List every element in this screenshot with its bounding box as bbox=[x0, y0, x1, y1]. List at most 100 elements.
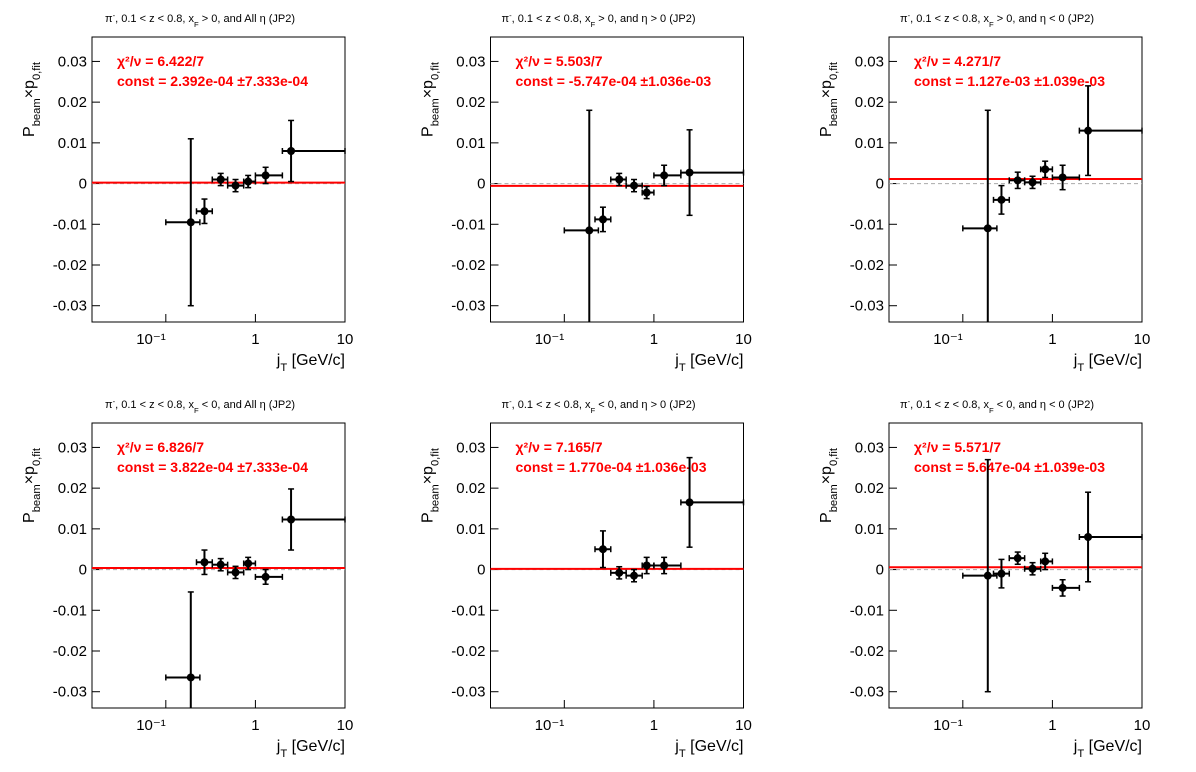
text-part: beam bbox=[828, 484, 840, 512]
x-tick-label: 10⁻¹ bbox=[535, 331, 565, 348]
fit-annotation: χ²/ν = 6.826/7 bbox=[117, 439, 204, 455]
y-tick-label: -0.01 bbox=[850, 216, 884, 233]
data-point bbox=[1084, 533, 1093, 541]
x-tick-label: 1 bbox=[650, 717, 658, 734]
x-tick-label: 10⁻¹ bbox=[136, 717, 166, 734]
data-point bbox=[1028, 564, 1037, 573]
text-part: beam bbox=[430, 98, 442, 126]
data-point bbox=[983, 224, 992, 233]
text-part: j bbox=[1073, 352, 1078, 369]
chart-title: π-, 0.1 < z < 0.8, xF < 0, and η < 0 (JP… bbox=[900, 397, 1094, 415]
text-part: ×p bbox=[420, 80, 437, 98]
fit-annotation: const = 2.392e-04 ±7.333e-04 bbox=[117, 73, 308, 89]
data-point bbox=[1013, 554, 1022, 563]
data-point bbox=[585, 226, 594, 235]
x-tick-label: 1 bbox=[251, 717, 259, 734]
y-axis-label: Pbeam×p0,fit bbox=[420, 447, 442, 523]
y-tick-label: 0.03 bbox=[855, 439, 884, 456]
data-point bbox=[1041, 557, 1050, 566]
data-point bbox=[244, 177, 253, 186]
text-part: F bbox=[989, 20, 994, 29]
data-point bbox=[630, 571, 639, 580]
text-part: < 0, and η > 0 (JP2) bbox=[595, 399, 695, 411]
x-tick-label: 10 bbox=[1134, 717, 1151, 734]
data-point bbox=[642, 188, 651, 197]
text-part: 0,fit bbox=[828, 61, 840, 80]
y-tick-label: -0.02 bbox=[451, 257, 485, 274]
x-tick-label: 10 bbox=[735, 331, 752, 348]
text-part: P bbox=[818, 126, 835, 137]
text-part: > 0, and η > 0 (JP2) bbox=[595, 13, 695, 25]
text-part: T bbox=[280, 748, 287, 760]
text-part: j bbox=[674, 352, 679, 369]
text-part: π bbox=[105, 399, 113, 411]
panel: π-, 0.1 < z < 0.8, xF < 0, and All η (JP… bbox=[21, 397, 353, 761]
x-axis-label: jT [GeV/c] bbox=[276, 738, 345, 760]
text-part: , 0.1 < z < 0.8, x bbox=[512, 399, 591, 411]
text-part: , 0.1 < z < 0.8, x bbox=[910, 399, 989, 411]
y-tick-label: -0.01 bbox=[451, 602, 485, 619]
data-point bbox=[200, 558, 209, 567]
plot-frame bbox=[490, 422, 744, 709]
y-tick-label: -0.03 bbox=[451, 684, 485, 701]
y-tick-label: 0.01 bbox=[456, 135, 485, 152]
text-part: < 0, and η < 0 (JP2) bbox=[994, 399, 1094, 411]
text-part: - bbox=[113, 397, 116, 406]
y-tick-label: -0.02 bbox=[850, 257, 884, 274]
data-point bbox=[1028, 178, 1037, 187]
fit-annotation: const = 3.822e-04 ±7.333e-04 bbox=[117, 459, 308, 475]
y-axis-label: Pbeam×p0,fit bbox=[21, 447, 43, 523]
text-part: beam bbox=[31, 484, 43, 512]
x-tick-label: 1 bbox=[1048, 331, 1056, 348]
y-tick-label: 0.03 bbox=[456, 439, 485, 456]
text-part: T bbox=[1077, 748, 1084, 760]
text-part: ×p bbox=[818, 80, 835, 98]
y-tick-label: 0.02 bbox=[58, 94, 87, 111]
y-axis-label: Pbeam×p0,fit bbox=[818, 61, 840, 137]
x-axis-label: jT [GeV/c] bbox=[674, 352, 743, 374]
fit-annotation: χ²/ν = 5.571/7 bbox=[914, 439, 1001, 455]
text-part: P bbox=[21, 126, 38, 137]
data-point bbox=[685, 168, 694, 177]
text-part: T bbox=[679, 362, 686, 374]
data-point bbox=[642, 561, 651, 570]
text-part: P bbox=[420, 126, 437, 137]
text-part: ×p bbox=[818, 466, 835, 484]
y-tick-label: -0.02 bbox=[451, 643, 485, 660]
data-point bbox=[287, 147, 296, 155]
plot-frame bbox=[91, 422, 346, 709]
x-axis-label: jT [GeV/c] bbox=[1073, 352, 1142, 374]
y-tick-label: -0.02 bbox=[53, 643, 87, 660]
data-point bbox=[660, 561, 669, 570]
data-point bbox=[1084, 126, 1093, 135]
y-tick-label: 0.01 bbox=[855, 521, 884, 538]
data-point bbox=[615, 175, 624, 184]
y-tick-label: -0.03 bbox=[451, 298, 485, 315]
y-tick-label: 0.02 bbox=[855, 94, 884, 111]
text-part: F bbox=[591, 406, 596, 415]
y-tick-label: 0.02 bbox=[456, 94, 485, 111]
y-tick-label: -0.03 bbox=[53, 298, 87, 315]
x-axis-label: jT [GeV/c] bbox=[1073, 738, 1142, 760]
text-part: π bbox=[105, 13, 113, 25]
y-tick-label: 0.03 bbox=[855, 53, 884, 70]
plot-frame bbox=[91, 36, 346, 323]
y-tick-label: -0.01 bbox=[451, 216, 485, 233]
text-part: T bbox=[679, 748, 686, 760]
text-part: < 0, and All η (JP2) bbox=[199, 399, 295, 411]
y-tick-label: -0.01 bbox=[53, 602, 87, 619]
text-part: [GeV/c] bbox=[1084, 352, 1142, 369]
y-tick-label: 0.03 bbox=[58, 53, 87, 70]
text-part: [GeV/c] bbox=[287, 738, 345, 755]
data-point bbox=[983, 571, 992, 580]
x-tick-label: 10 bbox=[337, 331, 354, 348]
data-point bbox=[186, 673, 195, 682]
plot-frame bbox=[888, 422, 1143, 709]
x-tick-label: 1 bbox=[1048, 717, 1056, 734]
y-tick-label: 0.01 bbox=[456, 521, 485, 538]
chart-title: π-, 0.1 < z < 0.8, xF > 0, and All η (JP… bbox=[105, 11, 295, 29]
data-point bbox=[1041, 165, 1050, 174]
text-part: F bbox=[194, 20, 199, 29]
text-part: [GeV/c] bbox=[287, 352, 345, 369]
